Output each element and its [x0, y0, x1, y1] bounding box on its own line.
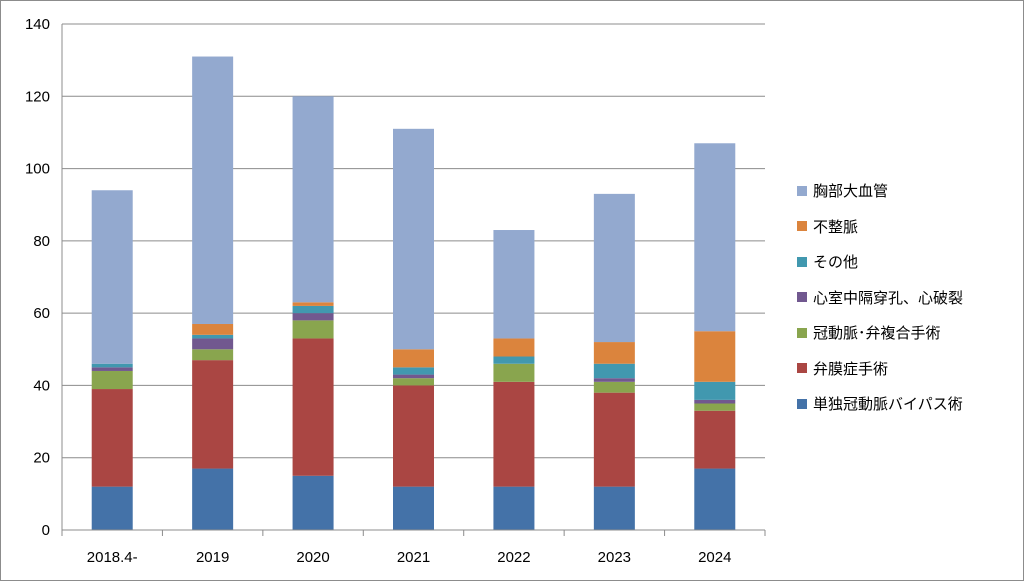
legend-swatch	[797, 398, 807, 409]
bar-segment	[593, 363, 635, 379]
bar-segment	[292, 96, 334, 303]
legend-swatch	[797, 185, 807, 196]
bar-segment	[493, 486, 535, 530]
x-tick-label: 2023	[598, 549, 631, 566]
y-tick-label: 0	[42, 522, 50, 539]
bar-segment	[393, 128, 434, 350]
legend-label: 冠動脈･弁複合手術	[813, 324, 941, 343]
bar-segment	[91, 370, 133, 390]
bar-segment	[593, 486, 635, 530]
legend-item: その他	[797, 244, 1021, 280]
bar-segment	[593, 342, 635, 364]
bar-segment	[393, 385, 434, 487]
bar-segment	[192, 349, 234, 361]
legend-item: 不整脈	[797, 209, 1021, 245]
bar-segment	[593, 392, 635, 487]
legend-swatch	[797, 221, 807, 232]
bar-segment	[393, 374, 434, 379]
x-tick-label: 2018.4-	[87, 549, 138, 566]
x-tick-label: 2021	[397, 549, 430, 566]
legend-label: 不整脈	[813, 217, 859, 236]
bar-segment	[493, 338, 535, 357]
bar-segment	[694, 399, 736, 404]
bar-segment	[593, 378, 635, 382]
legend-item: 胸部大血管	[797, 173, 1021, 209]
bar-segment	[192, 360, 234, 469]
bar-segment	[292, 475, 334, 530]
bar-segment	[292, 320, 334, 339]
legend-item: 心室中隔穿孔、心破裂	[797, 280, 1021, 316]
bar-segment	[493, 381, 535, 487]
x-tick-label: 2022	[497, 549, 530, 566]
bar-segment	[91, 367, 133, 371]
bar-segment	[694, 381, 736, 400]
bar-segment	[393, 349, 434, 368]
bar-segment	[694, 143, 736, 332]
bar-segment	[91, 389, 133, 487]
bar-segment	[493, 356, 535, 364]
bar-segment	[393, 486, 434, 530]
bar-segment	[192, 334, 234, 339]
y-tick-label: 140	[25, 16, 50, 33]
bar-segment	[192, 56, 234, 324]
x-tick-label: 2019	[196, 549, 229, 566]
bar-segment	[91, 486, 133, 530]
y-tick-label: 20	[33, 450, 50, 467]
legend-label: 心室中隔穿孔、心破裂	[813, 288, 964, 307]
bar-segment	[694, 410, 736, 469]
bar-segment	[694, 331, 736, 382]
bar-segment	[192, 323, 234, 335]
bar-segment	[593, 381, 635, 393]
legend-swatch	[797, 292, 807, 303]
bar-segment	[91, 190, 133, 364]
bar-segment	[493, 363, 535, 382]
x-tick-label: 2020	[296, 549, 329, 566]
legend: 胸部大血管不整脈その他心室中隔穿孔、心破裂 冠動脈･弁複合手術 弁膜症手術単独冠動脈…	[797, 173, 1021, 422]
legend-item: 弁膜症手術	[797, 351, 1021, 387]
bar-segment	[694, 468, 736, 530]
legend-label: 胸部大血管	[813, 182, 889, 201]
bar-segment	[493, 230, 535, 339]
y-tick-label: 120	[25, 88, 50, 105]
bar-segment	[192, 338, 234, 350]
legend-swatch	[797, 363, 807, 374]
legend-item: 単独冠動脈バイパス術	[797, 386, 1021, 422]
bar-segment	[192, 468, 234, 530]
legend-swatch	[797, 327, 807, 338]
bar-segment	[292, 338, 334, 476]
bar-segment	[593, 193, 635, 343]
legend-label: 弁膜症手術	[813, 359, 889, 378]
bar-segment	[393, 378, 434, 386]
x-tick-label: 2024	[698, 549, 731, 566]
y-tick-label: 60	[33, 305, 50, 322]
y-tick-label: 40	[33, 377, 50, 394]
y-tick-label: 100	[25, 161, 50, 178]
bar-segment	[694, 403, 736, 411]
bar-segment	[292, 302, 334, 306]
bar-segment	[292, 313, 334, 321]
legend-label: その他	[813, 253, 859, 272]
legend-swatch	[797, 256, 807, 267]
legend-item: 冠動脈･弁複合手術	[797, 315, 1021, 351]
y-tick-label: 80	[33, 233, 50, 250]
bar-segment	[393, 367, 434, 375]
bar-segment	[292, 305, 334, 314]
legend-label: 単独冠動脈バイパス術	[813, 395, 963, 414]
bar-segment	[91, 363, 133, 368]
